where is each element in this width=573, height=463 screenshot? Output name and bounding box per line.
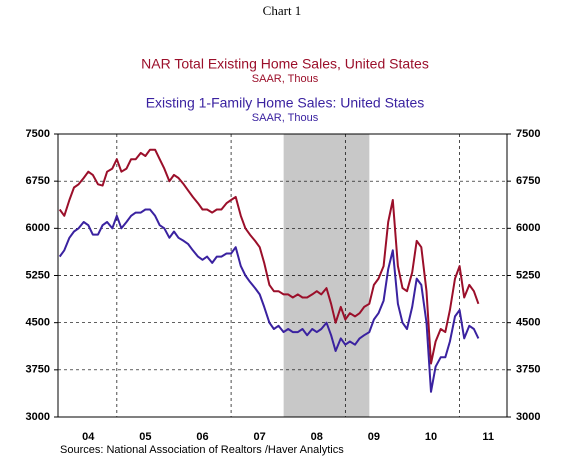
legend-entry: NAR Total Existing Home Sales, United St… (141, 56, 429, 72)
legend-entry: Existing 1-Family Home Sales: United Sta… (146, 95, 425, 111)
y2-tick-label: 7500 (516, 128, 540, 140)
y2-tick-label: 4500 (516, 317, 540, 329)
y2-tick-label: 3000 (516, 411, 540, 423)
y2-tick-label: 5250 (516, 269, 540, 281)
x-tick-label: 05 (139, 431, 151, 443)
y-tick-label: 7500 (26, 128, 50, 140)
y-tick-label: 3750 (26, 364, 50, 376)
source-note: Sources: National Association of Realtor… (60, 444, 344, 456)
y-tick-label: 3000 (26, 411, 50, 423)
series-line (58, 148, 480, 365)
x-tick-label: 10 (425, 431, 437, 443)
y-tick-label: 6000 (26, 222, 50, 234)
x-tick-label: 09 (368, 431, 380, 443)
y-tick-label: 6750 (26, 175, 50, 187)
y2-tick-label: 6000 (516, 222, 540, 234)
y2-tick-label: 3750 (516, 364, 540, 376)
chart-title: Chart 1 (263, 3, 302, 18)
y-tick-label: 4500 (26, 317, 50, 329)
legend-unit: SAAR, Thous (252, 73, 319, 85)
y2-tick-label: 6750 (516, 175, 540, 187)
y-tick-label: 5250 (26, 269, 50, 281)
x-tick-label: 08 (311, 431, 323, 443)
x-tick-label: 11 (482, 431, 494, 443)
x-tick-label: 04 (82, 431, 95, 443)
shaded-region (283, 134, 370, 417)
series-line (58, 208, 480, 393)
plot-frame (57, 133, 508, 418)
legend-unit: SAAR, Thous (252, 112, 319, 124)
x-tick-label: 07 (254, 431, 266, 443)
x-tick-label: 06 (196, 431, 208, 443)
